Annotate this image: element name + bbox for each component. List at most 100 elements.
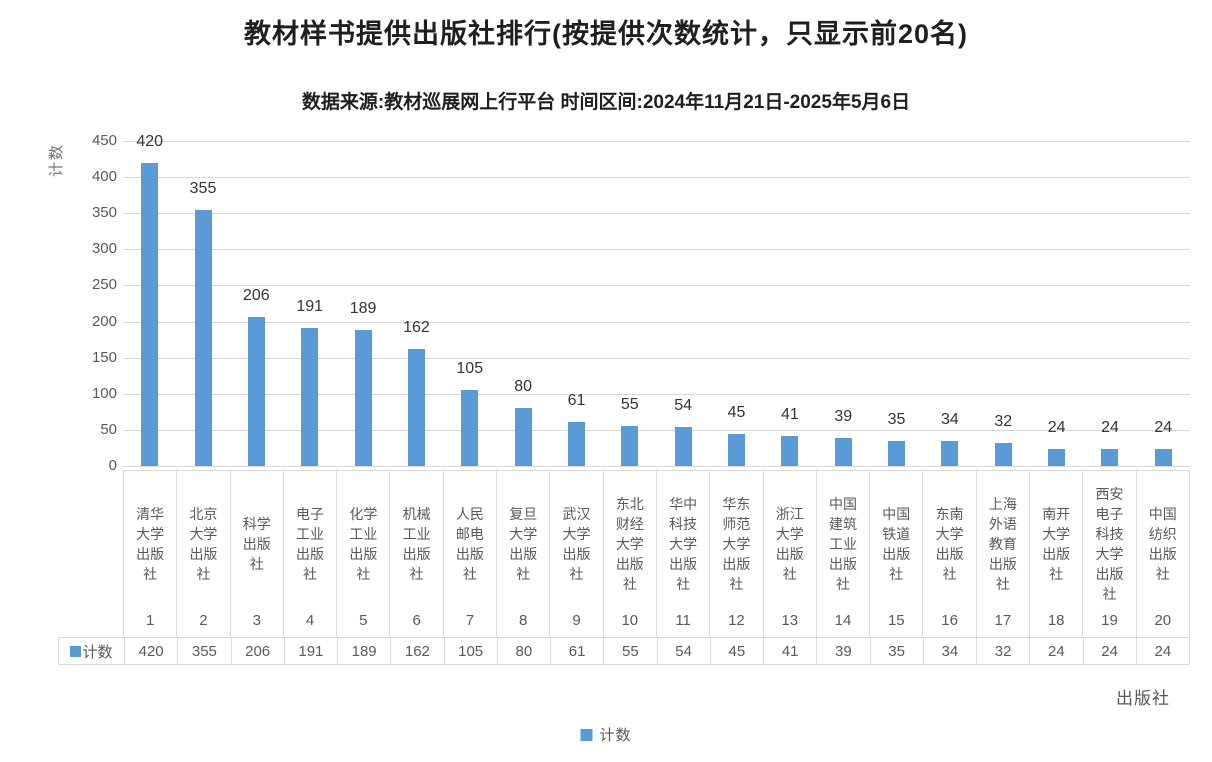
legend-item-label[interactable]: 计数 [599, 727, 632, 744]
bar-value-label: 55 [620, 396, 639, 414]
category-label: 西安电子科技大学出版社 [1095, 486, 1124, 602]
bar [1101, 448, 1119, 466]
table-value-cell: 420 [124, 638, 177, 664]
data-table-row: 计数 420 355 206 191 189 162 105 80 61 55 54 45 41 39 35… [58, 637, 1190, 665]
gridline [123, 321, 1190, 323]
table-value-cell: 80 [496, 638, 550, 664]
bar [941, 441, 959, 466]
bar-value-label: 191 [296, 298, 324, 316]
table-value-cell: 32 [976, 638, 1029, 664]
category-cell: 人民邮电出版社 7 [442, 471, 496, 637]
category-cell: 上海外语教育出版社 17 [975, 471, 1029, 637]
category-cell: 中国铁道出版社 15 [869, 471, 922, 637]
category-label: 中国建筑工业出版社 [829, 496, 857, 592]
bar [994, 442, 1012, 466]
table-value-cell: 162 [390, 638, 443, 664]
bar [1154, 448, 1172, 466]
table-value-cell: 35 [869, 638, 923, 664]
category-rank-label: 7 [465, 612, 475, 629]
bar-value-label: 206 [243, 287, 270, 305]
y-tick-label: 0 [108, 457, 117, 474]
category-label: 东南大学出版社 [935, 506, 964, 582]
category-cell: 华东师范大学出版社 12 [709, 471, 762, 637]
category-cell: 化学工业出版社 5 [336, 471, 389, 637]
category-cell: 北京大学出版社 2 [176, 471, 229, 637]
bar-value-label: 24 [1154, 418, 1173, 436]
category-label: 华东师范大学出版社 [722, 496, 751, 592]
bar-value-label: 80 [514, 378, 532, 396]
category-cell: 西安电子科技大学出版社 19 [1082, 471, 1135, 637]
bar [301, 328, 319, 466]
gridline [123, 141, 1190, 142]
category-rank-label: 1 [145, 612, 155, 629]
y-tick-label: 400 [91, 168, 117, 186]
table-value-cell: 34 [922, 638, 976, 664]
category-rank-label: 13 [781, 612, 799, 629]
y-tick-label: 300 [91, 240, 117, 258]
data-table-series-label: 计数 [82, 643, 113, 661]
category-rank-label: 18 [1047, 612, 1065, 629]
bar-value-label: 105 [456, 360, 484, 378]
gridline [123, 357, 1190, 359]
category-rank-label: 5 [359, 612, 368, 629]
category-rank-label: 4 [305, 612, 315, 629]
bar-value-label: 45 [727, 403, 746, 421]
bar-value-label: 189 [349, 299, 377, 317]
x-axis-title: 出版社 [1116, 689, 1170, 708]
gridline [123, 249, 1190, 251]
bar-value-label: 54 [674, 397, 693, 414]
category-cell: 复旦大学出版社 8 [496, 471, 549, 637]
table-value-cell: 24 [1135, 638, 1189, 664]
category-cell: 华中科技大学出版社 11 [655, 471, 709, 637]
category-label: 武汉大学出版社 [562, 506, 591, 582]
category-label: 中国铁道出版社 [882, 506, 911, 582]
gridline [123, 429, 1190, 431]
bar [141, 162, 159, 466]
bar [888, 440, 906, 466]
category-label: 北京大学出版社 [189, 506, 218, 582]
category-rank-label: 12 [728, 612, 745, 629]
category-label: 化学工业出版社 [349, 506, 378, 582]
bar-value-label: 32 [994, 412, 1013, 430]
y-tick-label: 450 [91, 132, 117, 149]
category-rank-label: 8 [519, 612, 528, 629]
bar [1048, 448, 1066, 466]
category-label: 人民邮电出版社 [455, 506, 484, 582]
chart-subtitle: 数据来源:教材巡展网上行平台 时间区间:2024年11月21日-2025年5月6… [301, 92, 911, 113]
category-label: 浙江大学出版社 [775, 506, 804, 582]
gridline [123, 466, 1190, 467]
y-tick-label: 200 [91, 312, 117, 330]
table-value-cell: 191 [283, 638, 337, 664]
category-cell: 中国纺织出版社 20 [1135, 471, 1189, 637]
y-tick-label: 100 [91, 384, 117, 402]
bar [834, 437, 852, 466]
table-value-cell: 206 [230, 638, 284, 664]
category-label: 机械工业出版社 [402, 506, 431, 582]
category-rank-label: 19 [1101, 612, 1118, 629]
data-table-series-key: 计数 [59, 638, 124, 664]
category-rank-label: 10 [621, 612, 639, 629]
legend-swatch-icon[interactable] [580, 728, 593, 741]
bar-value-label: 34 [941, 411, 959, 429]
table-value-cell: 45 [709, 638, 763, 664]
table-value-cell: 54 [656, 638, 710, 664]
bar [674, 427, 692, 466]
bar-value-label: 41 [780, 406, 799, 424]
table-value-cell: 355 [177, 638, 230, 664]
bar-value-label: 420 [136, 132, 164, 150]
bar [621, 426, 639, 466]
bar [781, 436, 799, 466]
bar [461, 390, 479, 466]
bar-value-label: 61 [567, 391, 586, 409]
chart-title: 教材样书提供出版社排行(按提供次数统计，只显示前20名) [243, 19, 968, 49]
category-label: 清华大学出版社 [136, 506, 165, 582]
bar [567, 421, 585, 466]
bar-value-label: 24 [1101, 418, 1119, 436]
category-rank-label: 6 [412, 612, 421, 629]
category-rank-label: 11 [675, 612, 691, 629]
bar [407, 349, 425, 466]
bar-value-label: 35 [887, 410, 906, 428]
bar-value-label: 162 [403, 319, 430, 336]
category-label: 南开大学出版社 [1042, 506, 1071, 582]
y-axis-tick-labels: 450 400 350 300 250 200 150 100 50 0 [0, 132, 117, 474]
